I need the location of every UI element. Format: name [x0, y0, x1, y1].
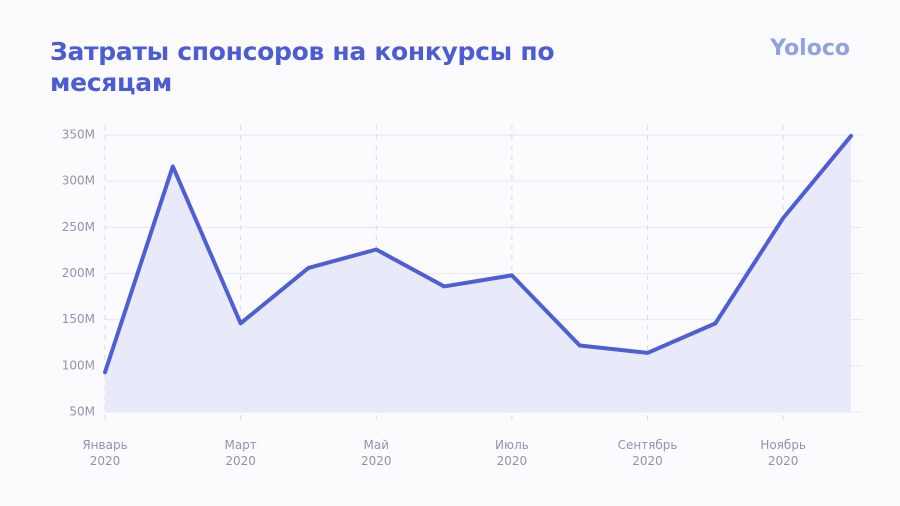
y-tick-label: 50M — [69, 405, 95, 419]
x-tick-label: Сентябрь 2020 — [618, 438, 678, 468]
y-tick-label: 300M — [62, 174, 95, 188]
line — [103, 133, 853, 375]
x-tick-label: Март 2020 — [224, 438, 256, 468]
x-tick-label: Май 2020 — [361, 438, 392, 468]
y-tick-label: 250M — [62, 220, 95, 234]
x-tick-label: Ноябрь 2020 — [760, 438, 806, 468]
brand-logo: Yoloco — [770, 36, 850, 61]
y-tick-label: 350M — [62, 128, 95, 142]
y-tick-label: 100M — [62, 358, 95, 372]
x-tick-label: Январь 2020 — [82, 438, 127, 468]
area — [105, 135, 851, 412]
y-tick-label: 150M — [62, 312, 95, 326]
x-tick-label: Июль 2020 — [495, 438, 529, 468]
y-tick-label: 200M — [62, 266, 95, 280]
chart-title: Затраты спонсоров на конкурсы по месяцам — [50, 37, 555, 97]
